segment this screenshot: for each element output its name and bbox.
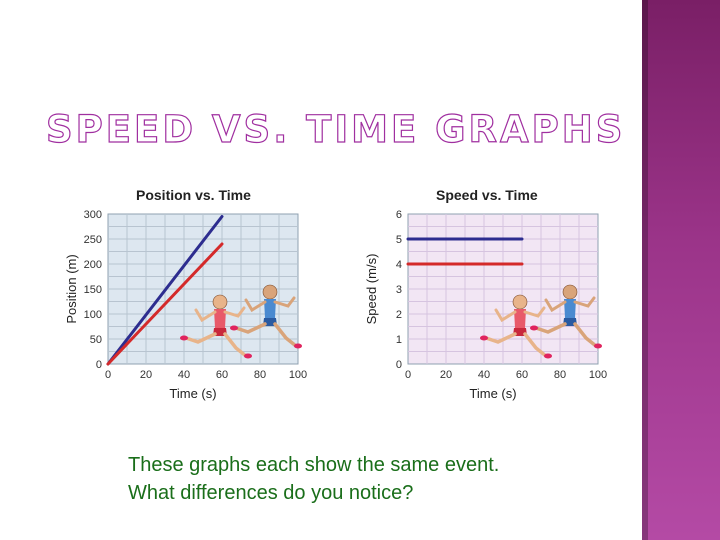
- chart2-blue-runner-leg-back: [534, 322, 567, 334]
- chart2-red-runner-head: [512, 294, 528, 310]
- chart1-blue-runner-shoe-back: [230, 325, 238, 331]
- chart1-x-tick-label: 20: [140, 369, 152, 381]
- speed-vs-time-svg: Speed vs. Time 0 20 40 60 80 100 0 1 2 3 4 5 6 Time (s…: [364, 187, 607, 401]
- chart1-y-tick-label: 100: [84, 309, 102, 321]
- chart2-y-tick-label: 5: [396, 234, 402, 246]
- chart1-blue-runner-shoe-front: [294, 343, 302, 349]
- chart2-blue-runner-head: [562, 284, 578, 300]
- chart2-x-tick-label: 0: [405, 369, 411, 381]
- chart1-blue-runner-leg-front: [273, 322, 298, 348]
- chart2-y-tick-label: 2: [396, 309, 402, 321]
- decorative-side-band: [642, 0, 720, 540]
- chart1-x-tick-label: 60: [216, 369, 228, 381]
- chart1-red-runner-leg-front: [223, 332, 248, 358]
- chart1-blue-runner-head: [262, 284, 278, 300]
- chart2-red-runner-arm-back: [494, 308, 517, 323]
- chart2-blue-runner-arm-front: [573, 296, 596, 308]
- chart2-blue-runner-leg-front: [573, 322, 598, 348]
- chart2-title: Speed vs. Time: [436, 187, 538, 203]
- chart1-y-axis-label: Position (m): [64, 254, 79, 323]
- chart2-red-runner-arm-front: [523, 306, 546, 318]
- discussion-prompt: These graphs each show the same event. W…: [128, 451, 499, 507]
- chart2-x-tick-label: 60: [516, 369, 528, 381]
- chart1-y-tick-label: 300: [84, 209, 102, 221]
- chart2-blue-runner-shoe-back: [530, 325, 538, 331]
- position-vs-time-chart: Position vs. Time 0 20 40 60 80 100 0 50 100 150 20…: [60, 180, 340, 415]
- chart1-x-tick-label: 80: [254, 369, 266, 381]
- slide-title: SPEED VS. TIME GRAPHS: [45, 107, 626, 151]
- chart2-x-axis-label: Time (s): [469, 386, 516, 401]
- chart2-x-tick-label: 20: [440, 369, 452, 381]
- chart2-y-tick-label: 1: [396, 334, 402, 346]
- chart1-blue-runner-leg-back: [234, 322, 267, 334]
- chart1-red-runner-arm-front: [223, 306, 246, 318]
- chart1-x-tick-label: 100: [289, 369, 307, 381]
- chart1-red-runner-shirt: [214, 309, 226, 328]
- chart2-blue-runner-figure: [530, 284, 602, 349]
- chart2-x-tick-label: 40: [478, 369, 490, 381]
- chart2-x-tick-label: 100: [589, 369, 607, 381]
- chart1-blue-runner-figure: [230, 284, 302, 349]
- chart2-red-runner-shirt: [514, 309, 526, 328]
- chart1-y-tick-label: 50: [90, 334, 102, 346]
- chart1-red-runner-shoe-back: [180, 335, 188, 341]
- chart1-series-line-1: [106, 215, 224, 366]
- position-vs-time-svg: Position vs. Time 0 20 40 60 80 100 0 50 100 150 20…: [64, 187, 307, 401]
- chart2-blue-runner-shoe-front: [594, 343, 602, 349]
- chart2-y-tick-label: 3: [396, 284, 402, 296]
- chart1-series-line-2: [106, 242, 224, 366]
- chart1-red-runner-shoe-front: [244, 353, 252, 359]
- chart2-y-tick-label: 0: [396, 359, 402, 371]
- chart2-x-tick-label: 80: [554, 369, 566, 381]
- chart2-blue-runner-shirt: [564, 299, 576, 318]
- chart2-red-runner-shoe-front: [544, 353, 552, 359]
- chart1-y-tick-label: 150: [84, 284, 102, 296]
- chart2-red-runner-leg-front: [523, 332, 548, 358]
- chart2-y-tick-label: 4: [396, 259, 402, 271]
- chart1-title: Position vs. Time: [136, 187, 251, 203]
- chart1-red-runner-arm-back: [194, 308, 217, 323]
- chart1-x-tick-label: 40: [178, 369, 190, 381]
- prompt-line-2: What differences do you notice?: [128, 482, 414, 504]
- chart1-x-tick-label: 0: [105, 369, 111, 381]
- chart1-blue-runner-shirt: [264, 299, 276, 318]
- speed-vs-time-chart: Speed vs. Time 0 20 40 60 80 100 0 1 2 3 4 5 6 Time (s…: [360, 180, 640, 415]
- chart1-blue-runner-arm-front: [273, 296, 296, 308]
- chart2-y-tick-label: 6: [396, 209, 402, 221]
- chart2-blue-runner-arm-back: [544, 298, 567, 313]
- chart1-red-runner-head: [212, 294, 228, 310]
- chart1-red-runner-figure: [180, 294, 252, 359]
- chart2-red-runner-leg-back: [484, 332, 517, 344]
- chart2-red-runner-figure: [480, 294, 552, 359]
- prompt-line-1: These graphs each show the same event.: [128, 454, 500, 476]
- chart1-red-runner-leg-back: [184, 332, 217, 344]
- chart1-blue-runner-arm-back: [244, 298, 267, 313]
- chart1-x-axis-label: Time (s): [169, 386, 216, 401]
- chart2-y-axis-label: Speed (m/s): [364, 254, 379, 325]
- chart1-y-tick-label: 250: [84, 234, 102, 246]
- chart2-red-runner-shoe-back: [480, 335, 488, 341]
- chart1-y-tick-label: 0: [96, 359, 102, 371]
- chart1-y-tick-label: 200: [84, 259, 102, 271]
